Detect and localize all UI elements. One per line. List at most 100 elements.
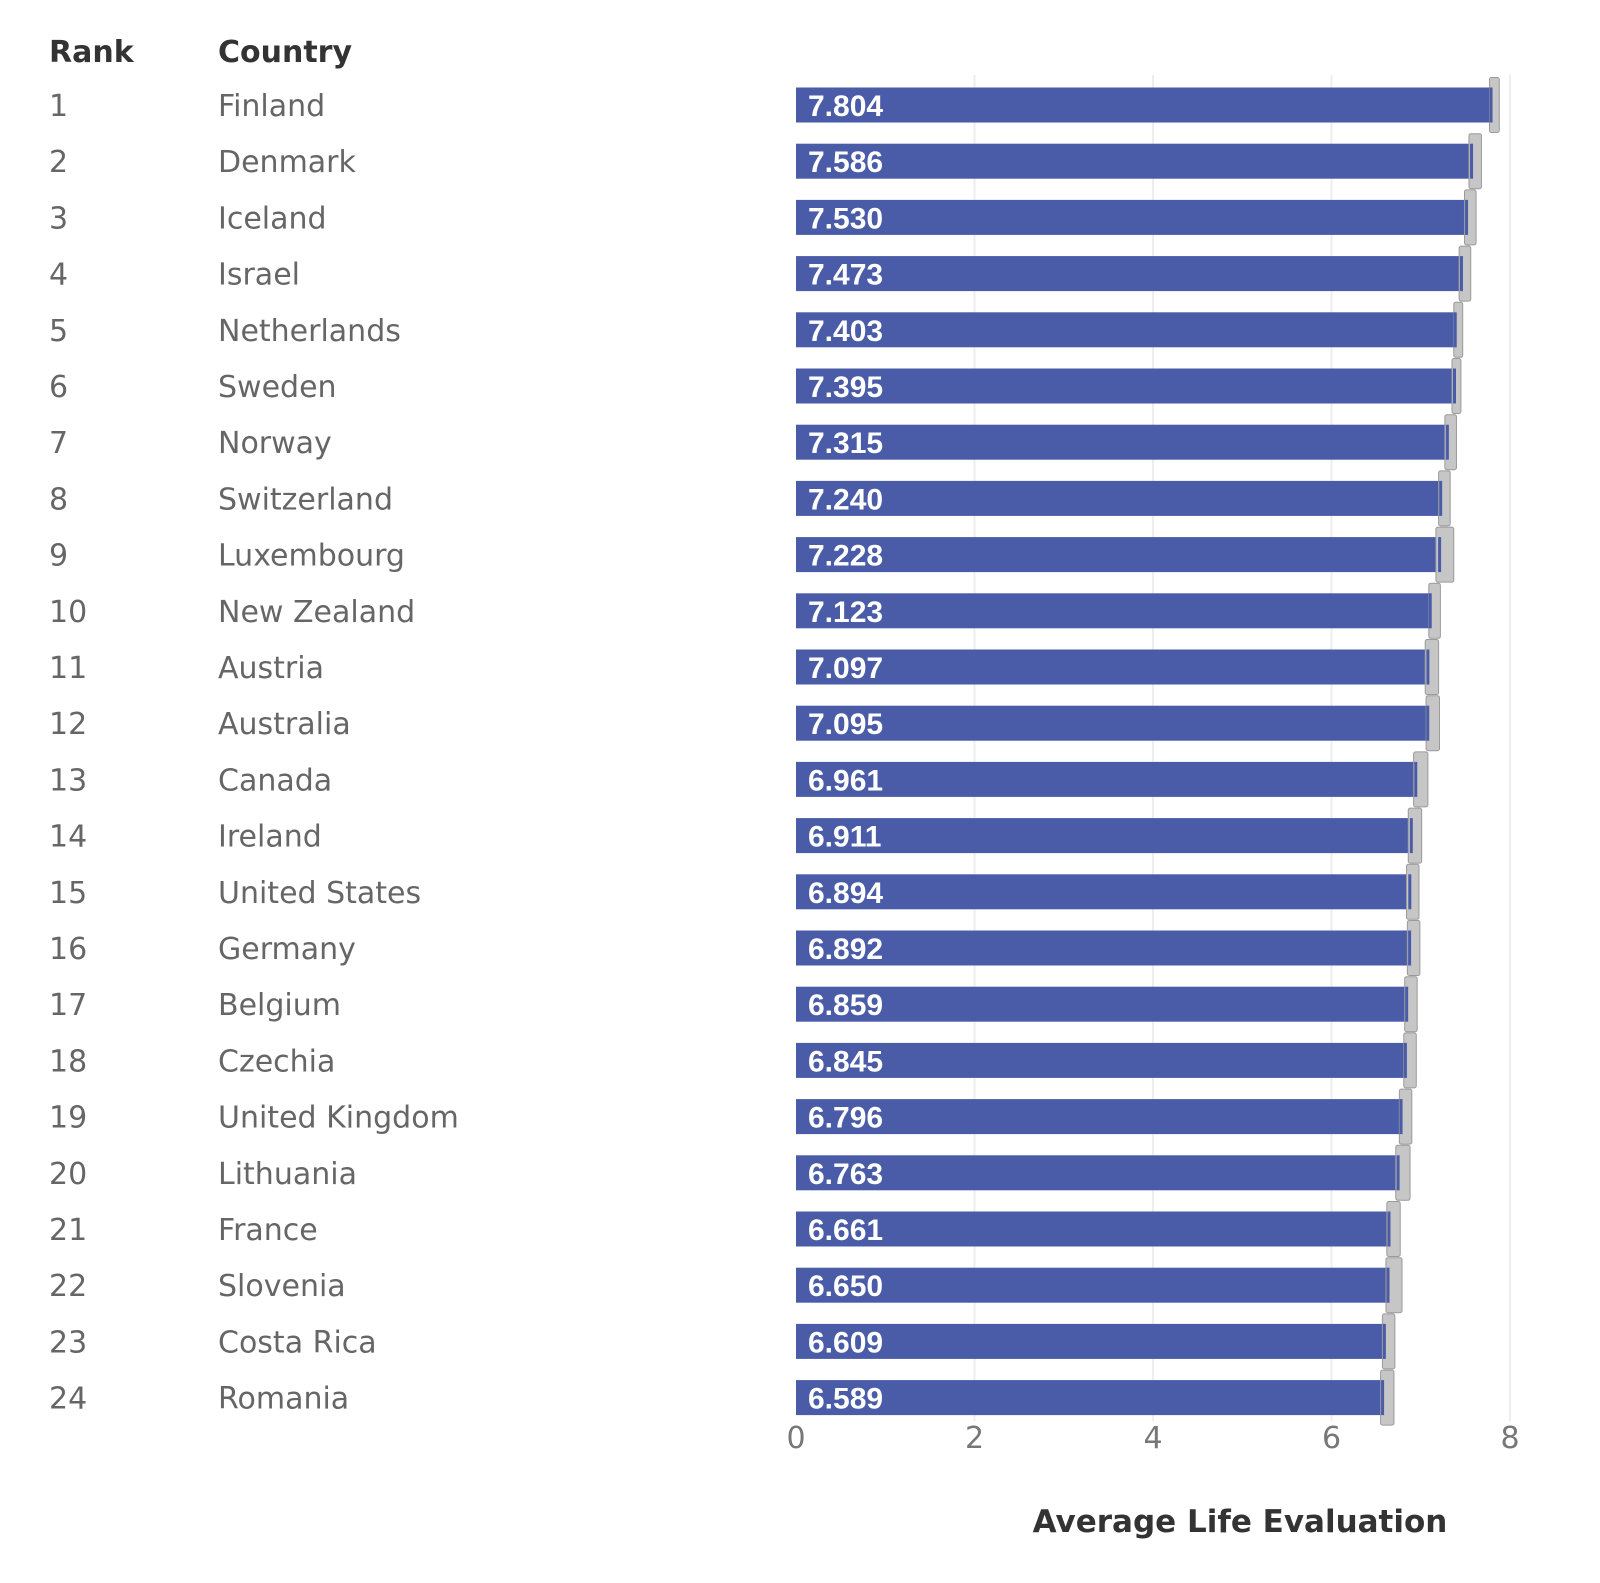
rank-label: 19 xyxy=(49,1101,87,1136)
rank-label: 24 xyxy=(49,1382,87,1417)
bar-end xyxy=(1386,1267,1390,1303)
bar xyxy=(796,1155,1400,1191)
country-label: United Kingdom xyxy=(218,1101,459,1136)
table-row: 6 Sweden 7.395 xyxy=(49,358,1462,414)
table-row: 18 Czechia 6.845 xyxy=(49,1032,1417,1089)
table-row: 24 Romania 6.589 xyxy=(49,1369,1395,1426)
rank-label: 5 xyxy=(49,314,68,349)
rank-label: 22 xyxy=(49,1269,87,1304)
value-label: 7.095 xyxy=(808,708,883,741)
bar-end xyxy=(1414,761,1418,797)
confidence-interval xyxy=(1385,1257,1403,1314)
value-label: 6.609 xyxy=(808,1326,883,1359)
country-label: Iceland xyxy=(218,201,327,236)
bar xyxy=(796,480,1443,516)
rank-label: 20 xyxy=(49,1157,87,1192)
value-label: 6.911 xyxy=(808,821,881,854)
bar-end xyxy=(1426,649,1430,685)
bar-rows: 1 Finland 7.804 2 Denmark 7.586 3 Iceland 7.530 4… xyxy=(49,77,1500,1426)
bar-end xyxy=(1453,368,1457,404)
bar xyxy=(796,705,1430,741)
bar-end xyxy=(1465,199,1469,235)
value-label: 6.961 xyxy=(808,764,883,797)
bar-end xyxy=(1453,312,1457,348)
country-label: Belgium xyxy=(218,988,341,1023)
bar-end xyxy=(1470,143,1474,179)
bar-end xyxy=(1438,537,1442,573)
value-label: 6.589 xyxy=(808,1383,883,1416)
country-label: Romania xyxy=(218,1382,349,1417)
value-label: 6.894 xyxy=(808,877,883,910)
bar-end xyxy=(1408,874,1412,910)
bar xyxy=(796,1211,1391,1247)
rank-label: 12 xyxy=(49,707,87,742)
country-label: Austria xyxy=(218,651,324,686)
rank-header: Rank xyxy=(49,35,135,70)
bar-end xyxy=(1396,1155,1400,1191)
value-label: 7.097 xyxy=(808,652,883,685)
value-label: 7.395 xyxy=(808,371,883,404)
table-row: 16 Germany 6.892 xyxy=(49,920,1421,976)
country-label: Denmark xyxy=(218,145,357,180)
rank-label: 16 xyxy=(49,932,87,967)
table-row: 10 New Zealand 7.123 xyxy=(49,582,1441,639)
table-row: 5 Netherlands 7.403 xyxy=(49,301,1464,358)
rank-label: 11 xyxy=(49,651,87,686)
bar xyxy=(796,1042,1407,1078)
table-row: 17 Belgium 6.859 xyxy=(49,976,1418,1033)
country-label: Netherlands xyxy=(218,314,401,349)
rank-label: 1 xyxy=(49,89,68,124)
rank-label: 13 xyxy=(49,763,87,798)
country-label: Lithuania xyxy=(218,1157,357,1192)
table-row: 20 Lithuania 6.763 xyxy=(49,1144,1411,1201)
x-axis-ticks: 0 2 4 6 8 xyxy=(786,1421,1519,1456)
country-label: Costa Rica xyxy=(218,1325,377,1360)
bar-end xyxy=(1387,1211,1391,1247)
x-tick-label: 4 xyxy=(1143,1421,1162,1456)
bar xyxy=(796,424,1449,460)
value-label: 6.661 xyxy=(808,1214,883,1247)
value-label: 7.315 xyxy=(808,427,883,460)
bar xyxy=(796,312,1457,348)
x-tick-label: 8 xyxy=(1500,1421,1519,1456)
value-label: 6.859 xyxy=(808,989,883,1022)
country-label: France xyxy=(218,1213,318,1248)
bar xyxy=(796,593,1432,629)
value-label: 7.530 xyxy=(808,202,883,235)
table-row: 9 Luxembourg 7.228 xyxy=(49,526,1455,583)
rank-label: 21 xyxy=(49,1213,87,1248)
bar-end xyxy=(1405,986,1409,1022)
bar xyxy=(796,930,1412,966)
bar-end xyxy=(1459,256,1463,292)
rank-label: 3 xyxy=(49,201,68,236)
bar xyxy=(796,1267,1390,1303)
value-label: 6.845 xyxy=(808,1045,883,1078)
bar xyxy=(796,1380,1385,1416)
country-label: Sweden xyxy=(218,370,337,405)
table-row: 3 Iceland 7.530 xyxy=(49,189,1477,246)
country-label: Luxembourg xyxy=(218,539,405,574)
bar-end xyxy=(1445,424,1449,460)
value-label: 6.796 xyxy=(808,1102,883,1135)
table-row: 7 Norway 7.315 xyxy=(49,414,1457,471)
bar-end xyxy=(1426,705,1430,741)
country-label: United States xyxy=(218,876,421,911)
bar xyxy=(796,143,1474,179)
bar-end xyxy=(1399,1099,1403,1135)
table-row: 2 Denmark 7.586 xyxy=(49,133,1482,190)
country-label: Ireland xyxy=(218,820,322,855)
bar xyxy=(796,649,1430,685)
table-row: 1 Finland 7.804 xyxy=(49,77,1500,133)
country-label: New Zealand xyxy=(218,595,415,630)
country-label: Israel xyxy=(218,258,300,293)
table-row: 14 Ireland 6.911 xyxy=(49,807,1423,864)
bar-end xyxy=(1403,1042,1407,1078)
country-header: Country xyxy=(218,35,352,70)
country-label: Canada xyxy=(218,763,332,798)
rank-label: 15 xyxy=(49,876,87,911)
rank-label: 17 xyxy=(49,988,87,1023)
bar xyxy=(796,199,1469,235)
value-label: 7.123 xyxy=(808,596,883,629)
rank-label: 14 xyxy=(49,820,87,855)
